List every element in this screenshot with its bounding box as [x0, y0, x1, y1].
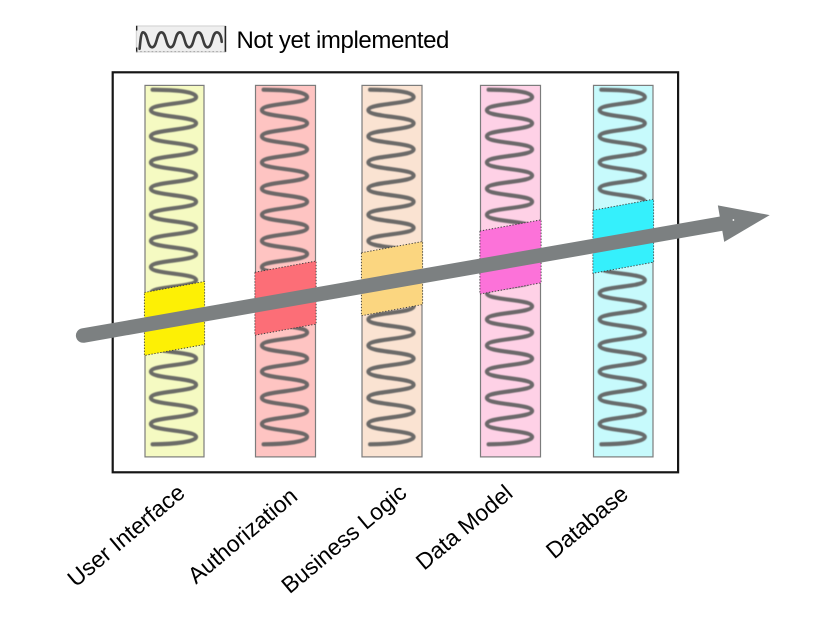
svg-text:Not yet implemented: Not yet implemented: [237, 27, 450, 54]
